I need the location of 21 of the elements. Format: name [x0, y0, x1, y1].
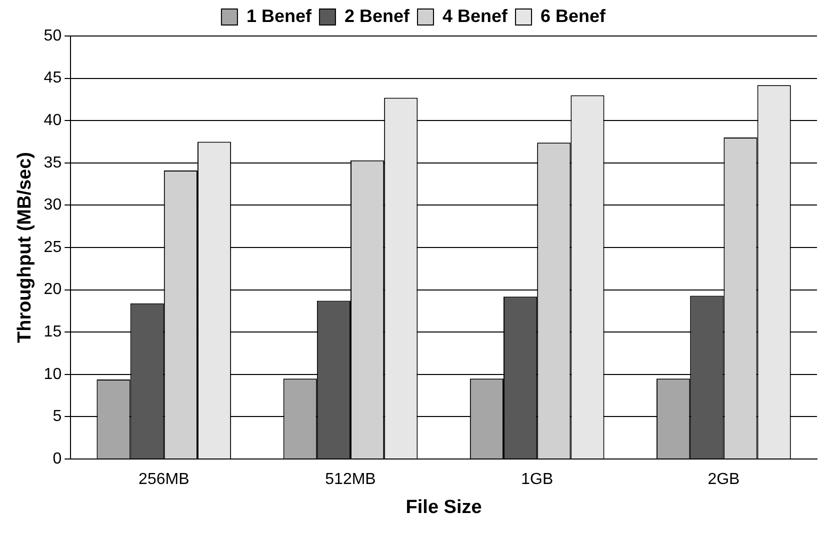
y-tick-label: 10: [44, 366, 62, 383]
y-tick-label: 50: [44, 27, 62, 44]
x-tick-label: 256MB: [138, 471, 190, 488]
legend-label: 2 Benef: [344, 6, 411, 26]
x-tick-label: 1GB: [521, 471, 554, 488]
y-tick-label: 20: [44, 281, 62, 298]
legend-label: 6 Benef: [540, 6, 607, 26]
x-tick-label: 512MB: [325, 471, 376, 488]
x-tick-label: 2GB: [708, 471, 740, 488]
y-tick-label: 30: [44, 196, 62, 214]
y-tick-label: 45: [44, 70, 62, 87]
y-tick-label: 35: [44, 154, 62, 172]
y-axis-title: Throughput (MB/sec): [14, 152, 36, 344]
x-axis-title: File Size: [406, 496, 482, 518]
legend-label: 1 Benef: [246, 6, 312, 26]
y-tick-label: 5: [52, 408, 62, 426]
y-tick-label: 0: [52, 450, 62, 468]
y-tick-label: 40: [44, 112, 62, 130]
legend-label: 4 Benef: [442, 6, 509, 26]
y-tick-label: 15: [44, 324, 62, 341]
y-tick-label: 25: [44, 238, 62, 256]
